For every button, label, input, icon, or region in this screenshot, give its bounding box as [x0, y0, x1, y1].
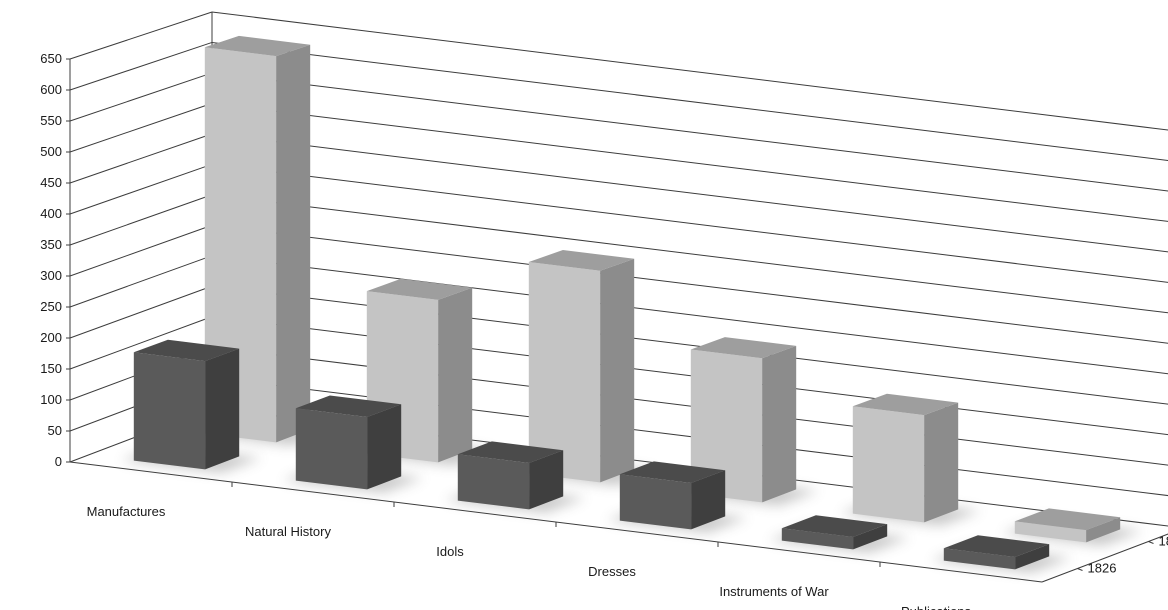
bar-front-face — [690, 349, 763, 503]
bar-side-face — [529, 450, 564, 510]
gridline — [211, 163, 1168, 283]
side-gridline — [69, 194, 213, 246]
y-tick-label: 300 — [40, 268, 62, 283]
y-tick-label: 150 — [40, 361, 62, 376]
gridline — [211, 285, 1168, 405]
bar-1860-5 — [1014, 508, 1121, 543]
side-gridline — [69, 163, 213, 215]
bar-top-face — [528, 250, 635, 271]
gridline — [211, 41, 1168, 161]
bar-top-face — [457, 441, 564, 463]
gridline — [211, 224, 1168, 344]
bar-1826-1 — [295, 395, 402, 490]
y-tick-label: 500 — [40, 144, 62, 159]
bar-side-face — [1015, 544, 1050, 570]
category-label: Natural History — [245, 524, 331, 539]
y-tick-label: 400 — [40, 206, 62, 221]
bar-front-face — [1014, 521, 1087, 543]
bar-top-face — [366, 278, 473, 300]
side-gridline — [69, 133, 213, 184]
bars — [121, 35, 1143, 573]
bar-top-face — [295, 395, 402, 417]
side-gridline — [69, 72, 213, 122]
depth-tick-mark — [1077, 568, 1083, 571]
series-label-1826: 1826 — [1088, 561, 1117, 576]
bar-1826-0 — [133, 339, 240, 470]
depth-tick-mark — [1148, 541, 1154, 544]
bar-1860-0 — [204, 35, 311, 443]
bar-top-face — [619, 461, 726, 483]
y-tick-label: 200 — [40, 330, 62, 345]
category-label: Manufactures — [87, 504, 166, 519]
bar-side-face — [924, 402, 959, 523]
depth-axis: 1860 1826 — [1077, 534, 1168, 576]
bar-1860-2 — [528, 250, 635, 483]
y-tick-label: 0 — [55, 454, 62, 469]
side-gridline — [69, 41, 213, 91]
y-tick-label: 650 — [40, 51, 62, 66]
bar-1860-3 — [690, 337, 797, 503]
category-label: Instruments of War — [719, 584, 829, 599]
bar-1826-2 — [457, 441, 564, 510]
bar-side-face — [1086, 517, 1121, 543]
y-tick-label: 50 — [48, 423, 62, 438]
y-tick-label: 550 — [40, 113, 62, 128]
bar-top-face — [1014, 508, 1121, 531]
bar-side-face — [205, 348, 240, 470]
bar-side-face — [367, 404, 402, 490]
bar-side-face — [276, 44, 311, 443]
y-axis-ticks: 0 50 100 150 200 250 300 350 400 450 500 550 600 650 — [40, 51, 70, 469]
bar-top-face — [943, 535, 1050, 557]
y-tick-label: 450 — [40, 175, 62, 190]
bar-side-face — [853, 524, 888, 550]
bar-side-face — [600, 258, 635, 483]
side-gridline — [69, 102, 213, 153]
bar-side-face — [762, 345, 797, 503]
bar-front-face — [295, 408, 368, 490]
gridline — [211, 194, 1168, 314]
bar-top-face — [690, 337, 797, 359]
y-tick-label: 250 — [40, 299, 62, 314]
y-tick-label: 600 — [40, 82, 62, 97]
bar-side-face — [438, 287, 473, 463]
category-label: Dresses — [588, 564, 636, 579]
bar-1826-4 — [781, 515, 888, 550]
bar-front-face — [852, 406, 925, 523]
gridline — [211, 11, 1168, 131]
side-gridline — [69, 285, 213, 339]
side-gridline — [69, 255, 213, 308]
series-label-1860: 1860 — [1159, 534, 1168, 549]
bar-front-face — [943, 548, 1016, 570]
category-label: Idols — [436, 544, 464, 559]
bar-side-face — [691, 470, 726, 530]
bar-1826-5 — [943, 535, 1050, 570]
bar-top-face — [133, 339, 240, 362]
bar-1860-4 — [852, 393, 959, 523]
bar-front-face — [619, 474, 692, 530]
gridline — [211, 133, 1168, 253]
category-labels: Manufactures Natural History Idols Dresses I… — [87, 504, 972, 610]
side-gridline — [69, 11, 213, 60]
gridlines — [69, 11, 1168, 583]
bar-top-face — [781, 515, 888, 537]
bar-1826-3 — [619, 461, 726, 530]
gridline — [211, 102, 1168, 222]
gridline — [211, 72, 1168, 192]
y-tick-label: 350 — [40, 237, 62, 252]
bar-top-face — [852, 393, 959, 416]
bar-front-face — [781, 528, 854, 550]
bar-front-face — [528, 262, 601, 483]
bar-front-face — [457, 454, 530, 510]
bar-front-face — [133, 352, 206, 470]
side-gridline — [69, 316, 213, 370]
y-tick-label: 100 — [40, 392, 62, 407]
bar-top-face — [204, 35, 311, 57]
category-label: Publications — [901, 604, 972, 610]
bar-front-face — [204, 47, 277, 443]
side-gridline — [69, 224, 213, 277]
gridline — [211, 255, 1168, 375]
depth-axis-line — [1041, 533, 1168, 583]
